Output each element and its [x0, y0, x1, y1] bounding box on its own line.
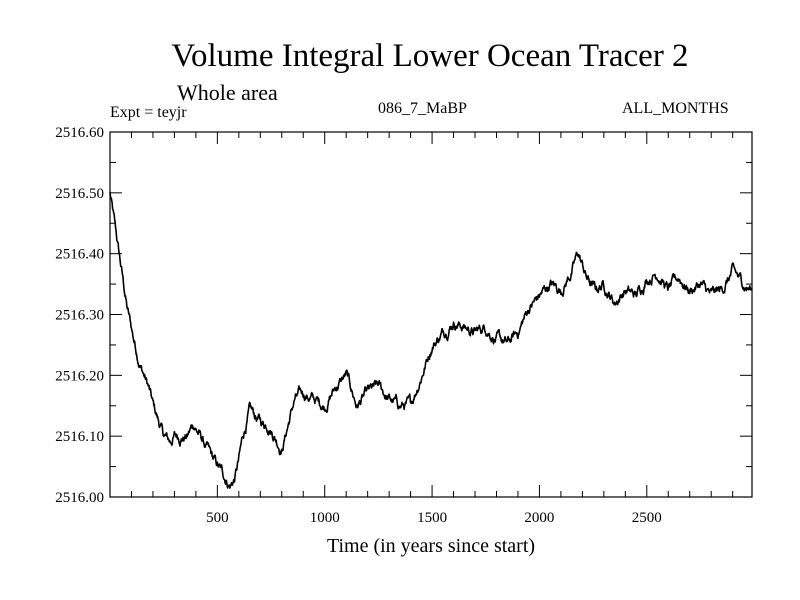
y-tick-label: 2516.50	[55, 186, 104, 202]
x-tick-labels: 500 1000 1500 2000 2500	[206, 510, 662, 526]
experiment-label: Expt = teyjr	[110, 104, 187, 121]
plot-frame	[109, 131, 753, 498]
chart-title: Volume Integral Lower Ocean Tracer 2	[171, 38, 689, 74]
series-layer	[109, 191, 753, 489]
period-label: 086_7_MaBP	[378, 100, 467, 117]
x-axis-label: Time (in years since start)	[327, 535, 535, 557]
y-tick-label: 2516.30	[55, 308, 104, 324]
y-tick-label: 2516.00	[55, 490, 104, 506]
x-tick-label: 1500	[417, 510, 447, 526]
y-tick-label: 2516.10	[55, 429, 104, 445]
series-line	[109, 191, 753, 489]
x-tick-label: 2000	[524, 510, 554, 526]
y-tick-label: 2516.20	[55, 368, 104, 384]
y-tick-label: 2516.60	[55, 125, 104, 141]
y-tick-labels: 2516.00 2516.10 2516.20 2516.30 2516.40 2516.…	[55, 125, 104, 506]
x-tick-label: 500	[206, 510, 229, 526]
x-tick-label: 1000	[310, 510, 340, 526]
x-tick-label: 2500	[632, 510, 662, 526]
y-tick-label: 2516.40	[55, 247, 104, 263]
chart-subtitle: Whole area	[177, 80, 278, 105]
months-label: ALL_MONTHS	[622, 100, 729, 117]
